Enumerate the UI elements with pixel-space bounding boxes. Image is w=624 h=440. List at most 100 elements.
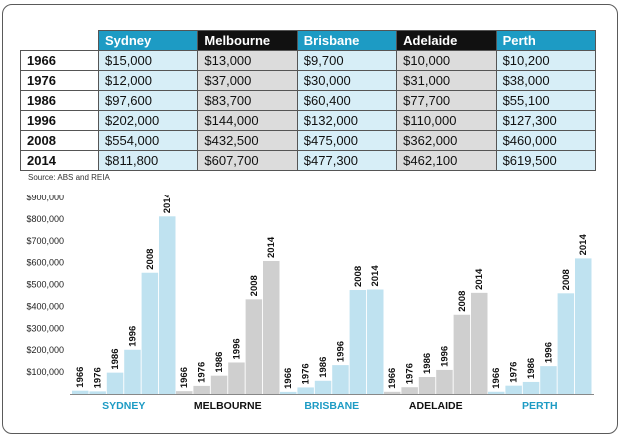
bar-year-label: 1976 [509, 362, 520, 383]
column-header-adelaide: Adelaide [396, 30, 497, 51]
bar [471, 292, 488, 394]
table-cell: $811,800 [97, 150, 199, 171]
bar [245, 299, 263, 394]
bar [106, 372, 124, 394]
bar [210, 375, 228, 394]
category-label: MELBOURNE [194, 400, 262, 412]
bar-year-label: 2008 [145, 249, 156, 270]
table-cell: $13,000 [197, 50, 298, 71]
bar-year-label: 1966 [387, 368, 398, 389]
table-row: 1976 $12,000 $37,000 $30,000 $31,000 $38… [20, 70, 597, 91]
bar-year-label: 1986 [318, 357, 329, 378]
table-cell: $38,000 [495, 70, 597, 91]
bar [488, 391, 505, 394]
bar [124, 349, 141, 394]
table-row: 1996 $202,000 $144,000 $132,000 $110,000… [20, 110, 597, 131]
bar [280, 391, 297, 394]
table-cell: $127,300 [495, 110, 597, 131]
bar [436, 369, 453, 394]
y-tick-label: $400,000 [26, 301, 64, 311]
year-cell: 2008 [20, 130, 99, 151]
bar [159, 216, 176, 394]
bar-year-label: 1996 [439, 346, 450, 367]
bar [72, 390, 89, 394]
category-label: BRISBANE [304, 400, 359, 412]
table-cell: $462,100 [396, 150, 497, 171]
price-table: Sydney Melbourne Brisbane Adelaide Perth… [20, 30, 597, 171]
bar [263, 260, 280, 394]
bar-year-label: 2014 [578, 234, 589, 256]
bar [384, 391, 401, 394]
column-header-melbourne: Melbourne [197, 30, 298, 51]
bar-year-label: 1976 [301, 363, 312, 384]
table-cell: $362,000 [396, 130, 497, 151]
bar-year-label: 2008 [353, 266, 364, 287]
year-cell: 1966 [20, 50, 99, 71]
year-cell: 1986 [20, 90, 99, 111]
bar [314, 380, 332, 394]
table-cell: $10,000 [396, 50, 497, 71]
table-row: 1966 $15,000 $13,000 $9,700 $10,000 $10,… [20, 50, 597, 71]
table-cell: $110,000 [396, 110, 497, 131]
y-tick-label: $700,000 [26, 236, 64, 246]
bar-year-label: 1976 [93, 367, 104, 388]
table-cell: $554,000 [97, 130, 199, 151]
y-tick-label: $900,000 [26, 195, 64, 202]
bar [297, 387, 314, 394]
bar-year-label: 2014 [162, 195, 173, 213]
table-cell: $15,000 [97, 50, 199, 71]
bar-year-label: 1976 [197, 362, 208, 383]
bar-year-label: 1976 [405, 363, 416, 384]
bar [401, 387, 418, 394]
bar-year-label: 2008 [457, 291, 468, 312]
table-cell: $30,000 [296, 70, 398, 91]
table-cell: $202,000 [97, 110, 199, 131]
bar-year-label: 1996 [231, 338, 242, 359]
table-corner [20, 30, 99, 51]
bar-year-label: 1966 [283, 368, 294, 389]
bar [349, 290, 367, 394]
bar [522, 381, 540, 394]
bar [505, 385, 522, 394]
bar-year-label: 1986 [110, 348, 121, 369]
y-tick-label: $100,000 [26, 367, 64, 377]
table-cell: $31,000 [396, 70, 497, 91]
bar-year-label: 2008 [561, 269, 572, 290]
table-header-row: Sydney Melbourne Brisbane Adelaide Perth [20, 30, 597, 51]
table-cell: $477,300 [296, 150, 398, 171]
column-header-brisbane: Brisbane [296, 30, 398, 51]
category-label: SYDNEY [102, 400, 145, 412]
table-cell: $132,000 [296, 110, 398, 131]
column-header-perth: Perth [495, 30, 597, 51]
bar [89, 391, 106, 394]
source-note: Source: ABS and REIA [28, 173, 110, 182]
bar-year-label: 1996 [335, 341, 346, 362]
bar [141, 272, 159, 394]
table-cell: $97,600 [97, 90, 199, 111]
bar [540, 366, 557, 394]
table-cell: $619,500 [495, 150, 597, 171]
y-tick-label: $300,000 [26, 323, 64, 333]
category-label: ADELAIDE [409, 400, 463, 412]
table-row: 2014 $811,800 $607,700 $477,300 $462,100… [20, 150, 597, 171]
bar-year-label: 2008 [249, 275, 260, 296]
category-label: PERTH [522, 400, 558, 412]
table-cell: $432,500 [197, 130, 298, 151]
bar [575, 258, 592, 394]
table-cell: $77,700 [396, 90, 497, 111]
table-row: 1986 $97,600 $83,700 $60,400 $77,700 $55… [20, 90, 597, 111]
bar [176, 391, 193, 394]
bar-year-label: 2014 [474, 268, 485, 290]
table-cell: $144,000 [197, 110, 298, 131]
table-cell: $12,000 [97, 70, 199, 91]
bar-chart: $100,000 $200,000 $300,000 $400,000 $500,000… [26, 195, 594, 412]
year-cell: 1996 [20, 110, 99, 131]
bar [367, 289, 384, 394]
year-cell: 2014 [20, 150, 99, 171]
table-cell: $55,100 [495, 90, 597, 111]
bar-year-label: 2014 [266, 236, 277, 258]
table-cell: $607,700 [197, 150, 298, 171]
year-cell: 1976 [20, 70, 99, 91]
table-cell: $60,400 [296, 90, 398, 111]
bar [418, 376, 436, 394]
